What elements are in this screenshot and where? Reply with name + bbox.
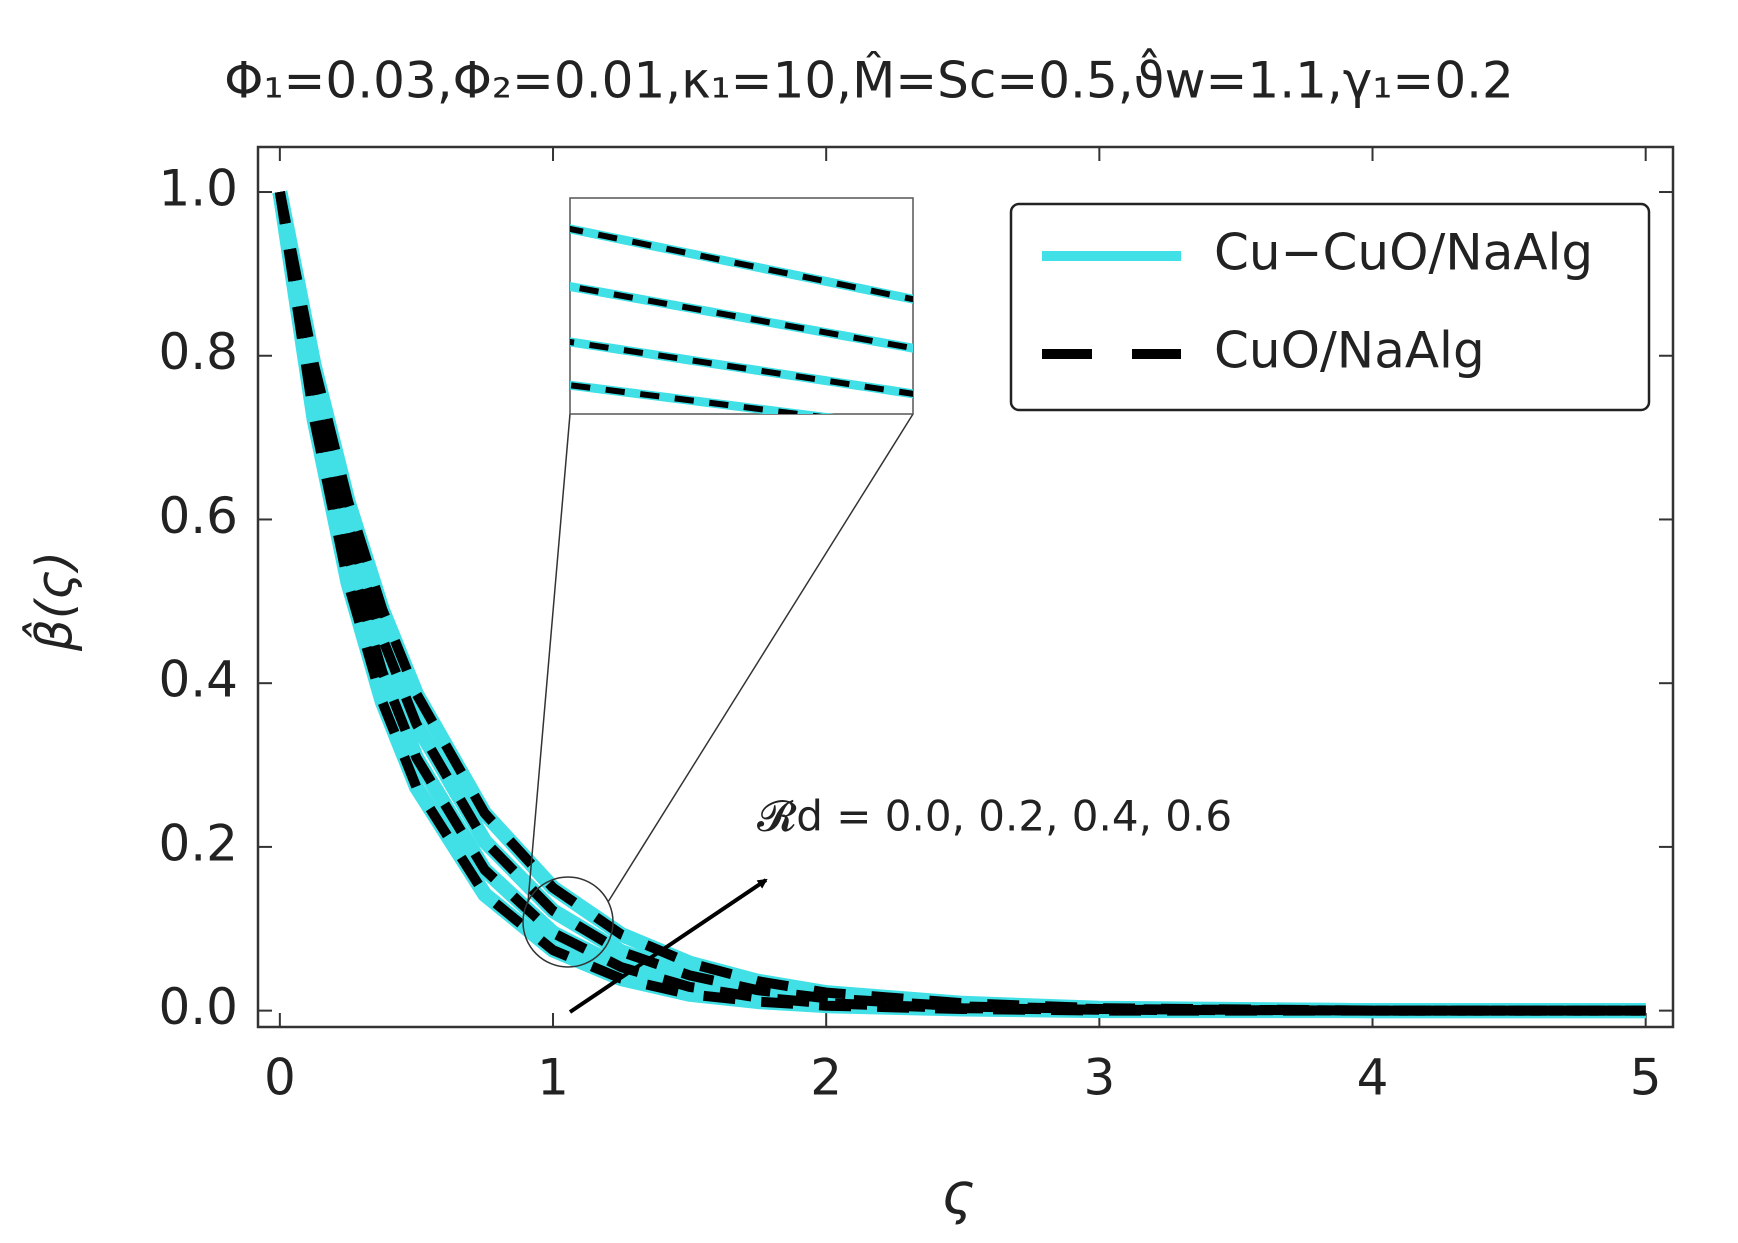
- x-tick-label: 0: [264, 1049, 296, 1107]
- inset-background: [569, 197, 914, 415]
- y-tick-label: 0.2: [158, 814, 238, 872]
- x-tick-label: 4: [1357, 1049, 1389, 1107]
- x-tick-label: 5: [1630, 1049, 1662, 1107]
- y-tick-label: 0.8: [158, 323, 238, 381]
- dashed-line: [274, 191, 1646, 1016]
- y-axis-label: β̂(ς): [22, 551, 83, 652]
- dashed-line: [274, 191, 1646, 1016]
- arrow: [568, 878, 768, 1014]
- x-tick-label: 1: [537, 1049, 569, 1107]
- zoom-connector: [527, 413, 571, 903]
- x-tick-label: 2: [810, 1049, 842, 1107]
- zoom-circle: [522, 876, 614, 968]
- x-axis-label: ς: [942, 1162, 975, 1227]
- y-tick-label: 0.6: [158, 487, 238, 545]
- zoom-connector: [607, 413, 914, 903]
- plot-frame: [256, 145, 1675, 1029]
- legend-label: CuO/NaAlg: [1214, 322, 1485, 380]
- chart-title: Φ₁=0.03,Φ₂=0.01,κ₁=10,M̂=Sc=0.5,ϑ̂w=1.1,…: [224, 48, 1514, 109]
- y-tick-label: 1.0: [158, 160, 238, 218]
- y-tick-label: 0.0: [158, 978, 238, 1036]
- y-tick-label: 0.4: [158, 651, 238, 709]
- annotation: 𝓡d = 0.0, 0.2, 0.4, 0.6: [757, 792, 1232, 841]
- x-tick-label: 3: [1083, 1049, 1115, 1107]
- legend-label: Cu−CuO/NaAlg: [1214, 224, 1593, 282]
